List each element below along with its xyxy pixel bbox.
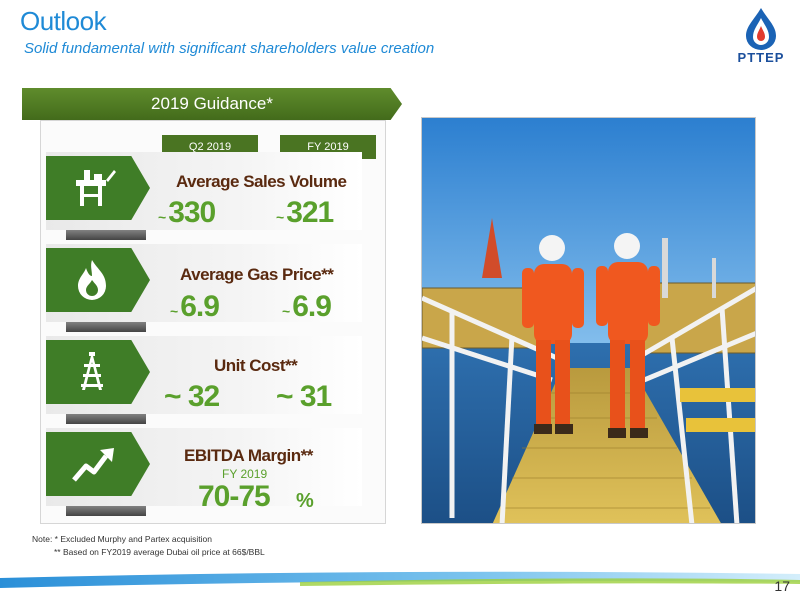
tilde-symbol: ~: [164, 380, 182, 413]
pttep-logo: PTTEP: [726, 6, 796, 70]
drilling-rig-icon: [81, 352, 103, 390]
metric-icon-box: [46, 156, 150, 220]
value-text: 31: [299, 380, 332, 413]
guidance-banner: 2019 Guidance*: [22, 88, 402, 120]
metric-icon-box: [46, 432, 150, 496]
ebitda-period: FY 2019: [222, 467, 268, 481]
footnote-2: ** Based on FY2019 average Dubai oil pri…: [54, 547, 265, 557]
footer-decorative-band: [0, 571, 800, 588]
metric-label-gas-price: Average Gas Price**: [180, 265, 334, 284]
tilde-symbol: ~: [276, 380, 294, 413]
oil-platform-icon: [76, 170, 116, 206]
metric-label-sales-volume: Average Sales Volume: [176, 172, 347, 191]
metric-icon-box: [46, 248, 150, 312]
metric-value-ebitda: 70-75: [198, 480, 271, 513]
tilde-symbol: ~: [282, 303, 290, 319]
flame-icon: [78, 260, 106, 300]
metric-value-sales-fy: ~321: [276, 196, 334, 230]
page-subtitle: Solid fundamental with significant share…: [24, 40, 435, 57]
logo-text: PTTEP: [737, 50, 785, 65]
metric-value-sales-q2: ~330: [158, 196, 216, 230]
value-text: 330: [168, 196, 216, 229]
page-title: Outlook: [20, 6, 107, 36]
value-text: 6.9: [180, 290, 220, 323]
metric-label-unit-cost: Unit Cost**: [214, 356, 298, 375]
metric-icon-box: [46, 340, 150, 404]
trend-up-arrow-icon: [72, 448, 114, 482]
pttep-logo-mark: [746, 8, 776, 50]
tilde-symbol: ~: [158, 209, 166, 225]
metric-value-gas-fy: ~6.9: [282, 290, 332, 324]
value-text: 6.9: [292, 290, 332, 323]
footnote-1: Note: * Excluded Murphy and Partex acqui…: [32, 534, 213, 544]
offshore-workers-photo: [421, 117, 756, 524]
metric-value-cost-q2: ~ 32: [164, 380, 220, 414]
tilde-symbol: ~: [170, 303, 178, 319]
tilde-symbol: ~: [276, 209, 284, 225]
value-text: 321: [286, 196, 334, 229]
value-text: 32: [187, 380, 220, 413]
page-number: 17: [774, 578, 790, 594]
metric-value-gas-q2: ~6.9: [170, 290, 220, 324]
ebitda-percent-unit: %: [296, 490, 314, 512]
metric-value-cost-fy: ~ 31: [276, 380, 332, 414]
metric-label-ebitda: EBITDA Margin**: [184, 446, 313, 465]
footnotes: Note: * Excluded Murphy and Partex acqui…: [32, 533, 265, 559]
